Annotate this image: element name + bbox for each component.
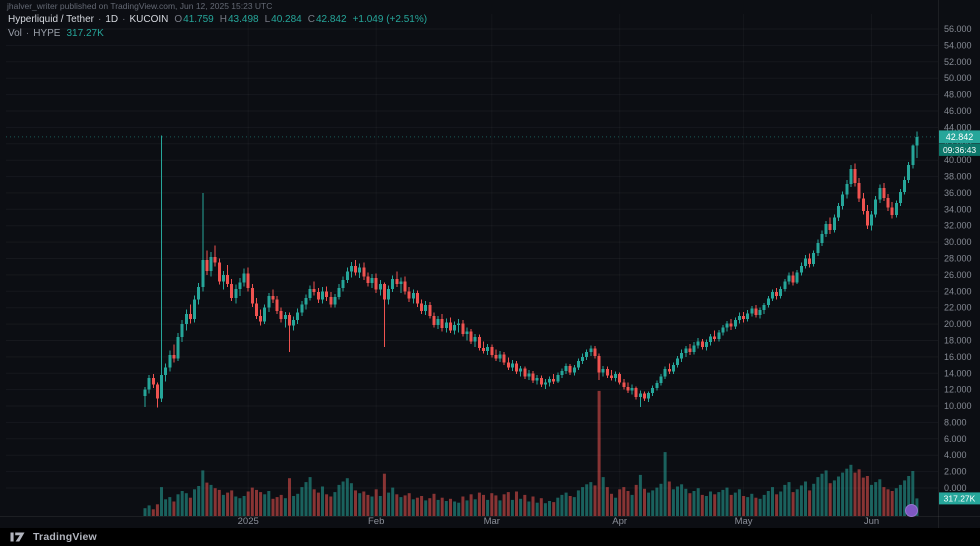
symbol-legend-row: Hyperliquid / Tether · 1D · KUCOIN O41.759 H43… xyxy=(8,13,427,27)
exchange-label[interactable]: KUCOIN xyxy=(129,14,169,25)
tradingview-logo-icon[interactable] xyxy=(10,531,27,543)
svg-text:32.000: 32.000 xyxy=(944,221,972,231)
svg-text:26.000: 26.000 xyxy=(944,270,972,280)
svg-text:36.000: 36.000 xyxy=(944,188,972,198)
time-axis-label: May xyxy=(735,516,753,527)
svg-text:8.000: 8.000 xyxy=(944,417,967,427)
svg-text:44.000: 44.000 xyxy=(944,122,972,132)
svg-text:4.000: 4.000 xyxy=(944,450,967,460)
volume-symbol: HYPE xyxy=(33,28,61,39)
footer-bar: TradingView xyxy=(0,528,980,546)
svg-text:6.000: 6.000 xyxy=(944,434,967,444)
candlestick-series xyxy=(143,131,919,408)
time-axis-label: 2025 xyxy=(238,516,259,527)
svg-text:40.000: 40.000 xyxy=(944,155,972,165)
open-value: O41.759 xyxy=(174,14,214,25)
svg-text:34.000: 34.000 xyxy=(944,204,972,214)
svg-text:30.000: 30.000 xyxy=(944,237,972,247)
svg-text:56.000: 56.000 xyxy=(944,24,972,34)
volume-badge-text: 317.27K xyxy=(944,493,976,503)
volume-legend-row: Vol · HYPE 317.27K xyxy=(8,27,427,41)
separator: · xyxy=(25,28,30,39)
symbol-name[interactable]: Hyperliquid / Tether xyxy=(8,14,94,25)
svg-text:14.000: 14.000 xyxy=(944,368,972,378)
svg-text:28.000: 28.000 xyxy=(944,254,972,264)
price-axis[interactable]: 0.000 2.000 4.000 6.000 8.000 10.000 12.000 14.… xyxy=(944,24,972,493)
volume-series xyxy=(143,390,919,516)
svg-text:48.000: 48.000 xyxy=(944,90,972,100)
separator: · xyxy=(122,14,126,25)
chart-legend: Hyperliquid / Tether · 1D · KUCOIN O41.759 H43… xyxy=(8,13,427,41)
separator: · xyxy=(97,14,102,25)
high-value: H43.498 xyxy=(219,14,259,25)
time-axis-label: Jun xyxy=(864,516,879,527)
volume-label[interactable]: Vol xyxy=(8,28,22,39)
svg-text:46.000: 46.000 xyxy=(944,106,972,116)
close-value: C42.842 xyxy=(307,14,347,25)
svg-text:22.000: 22.000 xyxy=(944,303,972,313)
svg-text:38.000: 38.000 xyxy=(944,172,972,182)
price-badge xyxy=(939,130,980,144)
svg-text:18.000: 18.000 xyxy=(944,336,972,346)
low-value: L40.284 xyxy=(264,14,302,25)
attribution-bar: jhalver_writer published on TradingView.… xyxy=(0,0,980,13)
svg-text:12.000: 12.000 xyxy=(944,385,972,395)
change-value: +1.049 (+2.51%) xyxy=(352,14,428,25)
svg-text:52.000: 52.000 xyxy=(944,57,972,67)
svg-text:16.000: 16.000 xyxy=(944,352,972,362)
footer-brand-text[interactable]: TradingView xyxy=(33,531,97,543)
volume-badge xyxy=(939,492,980,505)
time-axis[interactable]: 2025 Feb Mar Apr May Jun xyxy=(238,516,880,527)
svg-text:42.000: 42.000 xyxy=(944,139,972,149)
time-axis-label: Mar xyxy=(484,516,500,527)
volume-current-value: 317.27K xyxy=(66,28,104,39)
svg-text:2.000: 2.000 xyxy=(944,467,967,477)
svg-text:54.000: 54.000 xyxy=(944,40,972,50)
svg-text:24.000: 24.000 xyxy=(944,286,972,296)
time-axis-label: Apr xyxy=(612,516,627,527)
countdown-badge-text: 09:36:43 xyxy=(943,145,976,155)
chart-marker-icon[interactable] xyxy=(905,504,918,517)
attribution-text: jhalver_writer published on TradingView.… xyxy=(7,1,273,11)
interval-label[interactable]: 1D xyxy=(105,14,119,25)
svg-text:10.000: 10.000 xyxy=(944,401,972,411)
price-badge-text: 42.842 xyxy=(946,132,974,142)
time-axis-label: Feb xyxy=(368,516,384,527)
svg-text:20.000: 20.000 xyxy=(944,319,972,329)
countdown-badge xyxy=(939,143,980,156)
svg-text:0.000: 0.000 xyxy=(944,483,967,493)
svg-text:50.000: 50.000 xyxy=(944,73,972,83)
